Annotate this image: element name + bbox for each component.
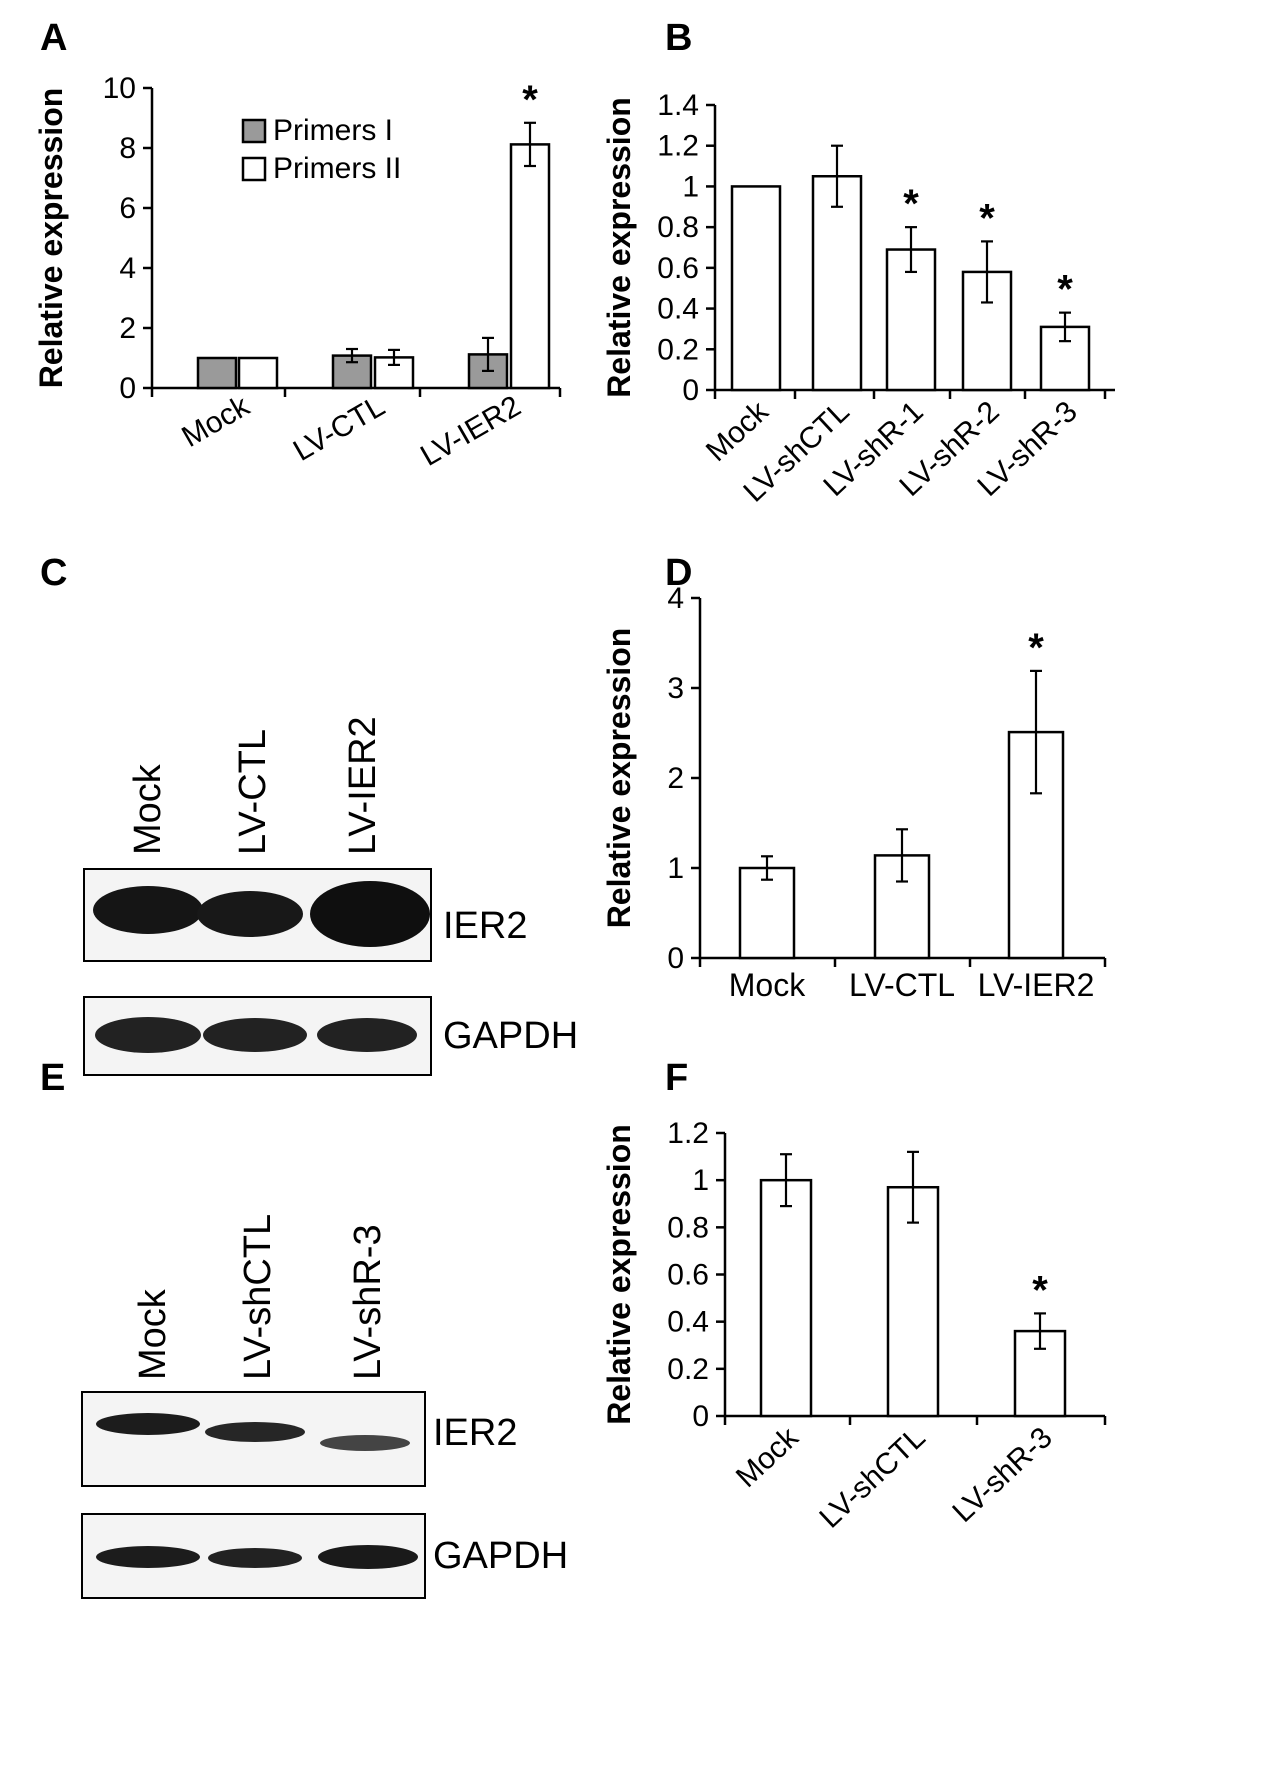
chart-d-y-tick-label: 3: [667, 672, 684, 705]
blot-c-lane-lv-ier2: LV-IER2: [342, 716, 384, 855]
chart-f-y-tick-label: 0.2: [667, 1353, 709, 1386]
blot-c-gapdh-band-1: [95, 1017, 201, 1053]
chart-b-bar: [811, 175, 863, 392]
chart-a: 0 2 4 6 8 10 Relative expression Mock LV-CTL * LV-…: [33, 72, 562, 473]
blot-e-row-ier2: IER2: [433, 1412, 517, 1454]
chart-b-y-axis-label: Relative expression: [601, 97, 637, 398]
chart-a-bar: [237, 356, 279, 390]
chart-f-significance-star: *: [1032, 1268, 1048, 1312]
legend-swatch: [241, 118, 267, 144]
chart-f-y-tick-label: 1.2: [667, 1117, 709, 1150]
chart-a-x-tick-label: LV-CTL: [288, 389, 391, 467]
panel-letter-f: F: [665, 1057, 688, 1099]
chart-b-y-tick-label: 1.2: [657, 130, 699, 163]
blot-e-ier2-band-2: [205, 1422, 305, 1442]
blot-c-row-ier2: IER2: [443, 905, 527, 947]
chart-a-y-tick-label: 6: [119, 192, 136, 225]
chart-b-y-tick-label: 0.6: [657, 252, 699, 285]
chart-d-y-tick-label: 2: [667, 762, 684, 795]
chart-b-significance-star: *: [979, 196, 995, 240]
chart-f-x-tick-label: Mock: [730, 1420, 806, 1494]
chart-a-y-tick-label: 8: [119, 132, 136, 165]
chart-d-y-tick-label: 4: [667, 582, 684, 615]
chart-b-significance-star: *: [1057, 268, 1073, 312]
chart-b-y-tick-label: 1.4: [657, 89, 699, 122]
blot-c-lane-mock: Mock: [127, 763, 169, 855]
chart-b-y-tick-label: 1: [682, 170, 699, 203]
blot-c-gapdh-band-2: [203, 1018, 307, 1052]
chart-f-y-tick-label: 0.8: [667, 1211, 709, 1244]
blot-c-ier2-band-2: [197, 891, 303, 937]
chart-d-x-tick-label: LV-IER2: [978, 967, 1095, 1003]
chart-b-x-tick-label: Mock: [700, 394, 776, 468]
chart-a-significance-star: *: [522, 78, 538, 122]
chart-f-x-tick-label: LV-shR-3: [946, 1421, 1058, 1529]
blot-e-lane-lv-shr3: LV-shR-3: [347, 1224, 389, 1380]
chart-d-y-tick-label: 1: [667, 852, 684, 885]
chart-b: 0 0.2 0.4 0.6 0.8 1 1.2 1.4 Relative expression M…: [601, 89, 1115, 509]
chart-a-y-tick-label: 4: [119, 252, 136, 285]
panel-letter-b: B: [665, 17, 692, 59]
chart-d-y-axis-label: Relative expression: [601, 628, 637, 929]
chart-f-bar: [759, 1178, 813, 1418]
legend-label: Primers II: [273, 152, 401, 185]
chart-f-y-tick-label: 1: [692, 1164, 709, 1197]
chart-b-significance-star: *: [903, 182, 919, 226]
chart-b-bar: [730, 185, 782, 392]
legend-label: Primers I: [273, 114, 393, 147]
chart-b-y-tick-label: 0.8: [657, 211, 699, 244]
blot-e-lane-lv-shctl: LV-shCTL: [237, 1214, 279, 1380]
blot-e-lane-mock: Mock: [132, 1288, 174, 1380]
chart-d-significance-star: *: [1028, 626, 1044, 670]
panel-letter-e: E: [40, 1057, 65, 1099]
western-blot-c: Mock LV-CTL LV-IER2 IER2 GAPDH: [83, 716, 578, 1076]
legend-swatch: [241, 156, 267, 182]
blot-e-gapdh-band-1: [96, 1546, 200, 1568]
chart-b-y-tick-label: 0.4: [657, 293, 699, 326]
blot-e-gapdh-band-3: [318, 1545, 418, 1569]
chart-a-y-tick-label: 2: [119, 312, 136, 345]
western-blot-e: Mock LV-shCTL LV-shR-3 IER2 GAPDH: [81, 1214, 568, 1599]
panel-letter-a: A: [40, 17, 67, 59]
blot-c-ier2-band-3: [310, 881, 430, 947]
chart-f: 0 0.2 0.4 0.6 0.8 1 1.2 Relative expression Mock…: [601, 1117, 1107, 1535]
chart-d: 0 1 2 3 4 Relative expression Mock LV-CTL * LV-IE…: [601, 582, 1107, 1003]
blot-c-ier2-band-1: [93, 886, 203, 934]
chart-f-y-tick-label: 0.6: [667, 1259, 709, 1292]
blot-e-ier2-band-1: [96, 1413, 200, 1435]
panel-letter-d: D: [665, 552, 692, 594]
chart-d-x-tick-label: LV-CTL: [849, 967, 955, 1003]
chart-f-y-tick-label: 0: [692, 1400, 709, 1433]
chart-a-x-tick-label: LV-IER2: [415, 389, 526, 472]
blot-c-gapdh-band-3: [317, 1018, 417, 1052]
chart-f-bar: [886, 1185, 940, 1418]
chart-a-bar: [509, 143, 551, 390]
chart-a-x-tick-label: Mock: [176, 389, 255, 454]
chart-b-y-tick-label: 0.2: [657, 333, 699, 366]
chart-b-y-tick-label: 0: [682, 374, 699, 407]
chart-f-y-axis-label: Relative expression: [601, 1124, 637, 1425]
blot-e-gapdh-band-2: [208, 1548, 302, 1568]
blot-c-row-gapdh: GAPDH: [443, 1015, 578, 1057]
chart-f-x-tick-label: LV-shCTL: [813, 1421, 931, 1535]
chart-a-bar: [196, 356, 238, 390]
blot-e-row-gapdh: GAPDH: [433, 1535, 568, 1577]
chart-d-x-tick-label: Mock: [729, 967, 806, 1003]
panel-letter-c: C: [40, 552, 67, 594]
blot-c-lane-lv-ctl: LV-CTL: [232, 729, 274, 855]
chart-a-y-tick-label: 10: [103, 72, 136, 105]
chart-d-y-tick-label: 0: [667, 942, 684, 975]
chart-f-y-tick-label: 0.4: [667, 1306, 709, 1339]
chart-a-y-axis-label: Relative expression: [33, 88, 69, 389]
chart-a-y-tick-label: 0: [119, 372, 136, 405]
chart-d-bar: [738, 866, 796, 960]
blot-e-ier2-band-3: [320, 1435, 410, 1451]
